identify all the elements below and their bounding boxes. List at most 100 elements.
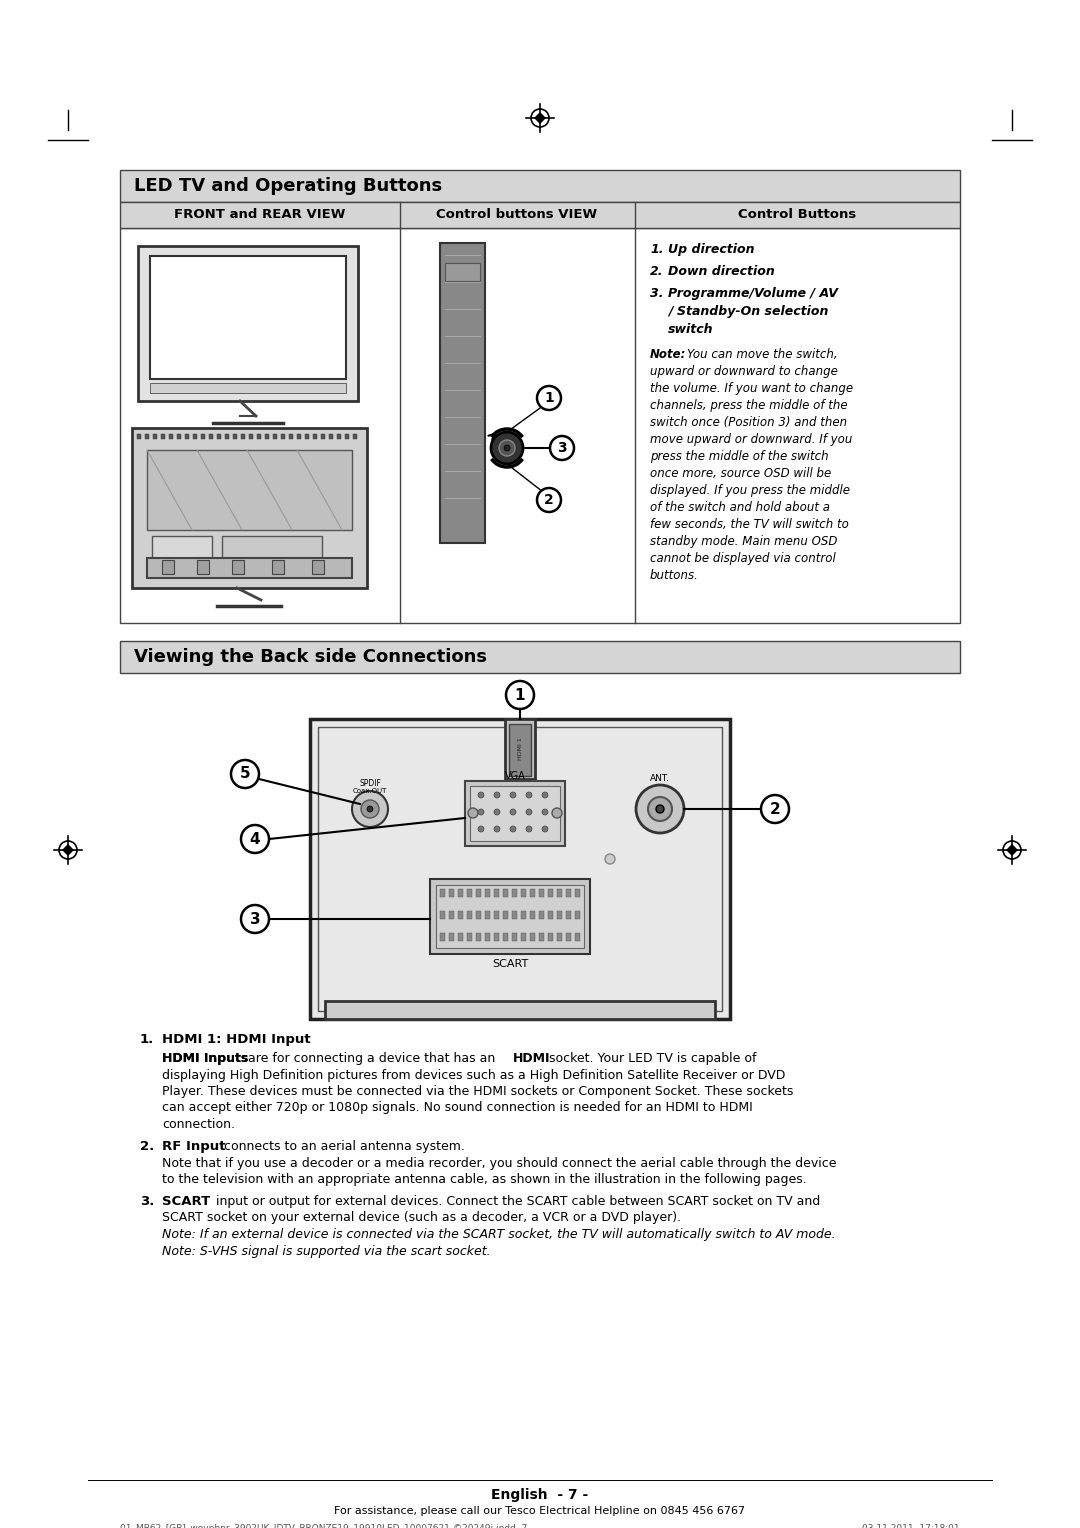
Text: to the television with an appropriate antenna cable, as shown in the illustratio: to the television with an appropriate an…: [162, 1174, 807, 1186]
Polygon shape: [62, 843, 75, 856]
Text: channels, press the middle of the: channels, press the middle of the: [650, 399, 848, 413]
Text: Note: S-VHS signal is supported via the scart socket.: Note: S-VHS signal is supported via the …: [162, 1244, 490, 1258]
Bar: [440, 243, 485, 542]
Text: SCART: SCART: [491, 960, 528, 969]
Circle shape: [510, 792, 516, 798]
Bar: [566, 934, 571, 941]
Bar: [458, 911, 463, 918]
Text: 1: 1: [544, 391, 554, 405]
Bar: [566, 911, 571, 918]
Bar: [233, 434, 237, 439]
Bar: [440, 889, 445, 897]
Bar: [337, 434, 341, 439]
Bar: [265, 434, 269, 439]
Text: can accept either 720p or 1080p signals. No sound connection is needed for an HD: can accept either 720p or 1080p signals.…: [162, 1102, 753, 1114]
Text: / Standby-On selection: / Standby-On selection: [669, 306, 828, 318]
Bar: [476, 911, 481, 918]
Bar: [530, 889, 535, 897]
Bar: [147, 451, 352, 530]
Bar: [310, 720, 730, 1019]
Bar: [449, 911, 454, 918]
Bar: [147, 558, 352, 578]
Text: 1.: 1.: [140, 1033, 154, 1047]
Circle shape: [542, 792, 548, 798]
Text: 03.11.2011  17:18:01: 03.11.2011 17:18:01: [862, 1523, 960, 1528]
Text: English  - 7 -: English - 7 -: [491, 1488, 589, 1502]
Bar: [120, 228, 960, 623]
Text: 01_MB62_[GB]_woypbpr_3902UK_IDTV_BRONZE19_19910LED_10007621-©20249i.indd  7: 01_MB62_[GB]_woypbpr_3902UK_IDTV_BRONZE1…: [120, 1523, 527, 1528]
Circle shape: [491, 432, 523, 465]
Text: SPDIF: SPDIF: [359, 779, 381, 788]
Bar: [467, 889, 472, 897]
Text: buttons.: buttons.: [650, 568, 699, 582]
Bar: [476, 889, 481, 897]
Circle shape: [494, 827, 500, 833]
Circle shape: [367, 805, 373, 811]
Bar: [281, 434, 285, 439]
Bar: [273, 434, 276, 439]
Bar: [249, 434, 253, 439]
Bar: [120, 202, 960, 228]
Circle shape: [241, 905, 269, 934]
Circle shape: [542, 808, 548, 814]
Circle shape: [550, 435, 573, 460]
Bar: [509, 724, 531, 776]
Bar: [120, 170, 960, 202]
Text: cannot be displayed via control: cannot be displayed via control: [650, 552, 836, 565]
Bar: [512, 911, 517, 918]
Circle shape: [510, 827, 516, 833]
Circle shape: [605, 854, 615, 863]
Bar: [557, 889, 562, 897]
Text: connects to an aerial antenna system.: connects to an aerial antenna system.: [220, 1140, 464, 1154]
Text: Viewing the Back side Connections: Viewing the Back side Connections: [134, 648, 487, 666]
Text: 3.: 3.: [650, 287, 663, 299]
Bar: [539, 911, 544, 918]
Polygon shape: [1005, 843, 1018, 856]
Bar: [521, 911, 526, 918]
Text: FRONT and REAR VIEW: FRONT and REAR VIEW: [174, 208, 346, 222]
Circle shape: [526, 827, 532, 833]
Bar: [201, 434, 205, 439]
Circle shape: [542, 827, 548, 833]
Text: 3.: 3.: [140, 1195, 154, 1209]
Bar: [345, 434, 349, 439]
Bar: [430, 879, 590, 953]
Bar: [521, 889, 526, 897]
Bar: [313, 434, 318, 439]
Bar: [512, 934, 517, 941]
Bar: [193, 434, 197, 439]
Bar: [138, 246, 357, 400]
Text: of the switch and hold about a: of the switch and hold about a: [650, 501, 831, 513]
Text: switch once (Position 3) and then: switch once (Position 3) and then: [650, 416, 847, 429]
Bar: [150, 257, 346, 379]
Bar: [225, 434, 229, 439]
Text: You can move the switch,: You can move the switch,: [687, 348, 838, 361]
Bar: [305, 434, 309, 439]
Text: press the middle of the switch: press the middle of the switch: [650, 451, 828, 463]
Bar: [436, 885, 584, 947]
Bar: [467, 934, 472, 941]
Text: 4: 4: [249, 831, 260, 847]
Text: HDMI Inputs: HDMI Inputs: [162, 1051, 248, 1065]
Text: connection.: connection.: [162, 1118, 235, 1131]
Bar: [465, 781, 565, 847]
Bar: [232, 559, 244, 575]
Bar: [168, 434, 173, 439]
Text: 5: 5: [240, 767, 251, 781]
Text: once more, source OSD will be: once more, source OSD will be: [650, 468, 832, 480]
Circle shape: [231, 759, 259, 788]
Bar: [153, 434, 157, 439]
Circle shape: [494, 808, 500, 814]
Bar: [289, 434, 293, 439]
Bar: [152, 536, 212, 565]
Bar: [241, 434, 245, 439]
Bar: [325, 1001, 715, 1019]
Circle shape: [352, 792, 388, 827]
Bar: [503, 934, 508, 941]
Bar: [539, 934, 544, 941]
Bar: [494, 934, 499, 941]
Bar: [485, 934, 490, 941]
Circle shape: [656, 805, 664, 813]
Text: HDMI 1: HDMI Input: HDMI 1: HDMI Input: [162, 1033, 311, 1047]
Text: 1: 1: [515, 688, 525, 703]
